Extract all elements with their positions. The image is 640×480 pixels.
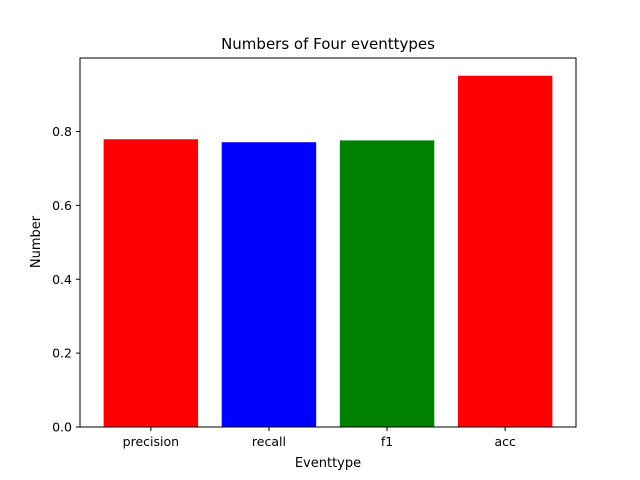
y-tick-label-1: 0.2 [52,346,72,361]
chart-title: Numbers of Four eventtypes [221,35,435,53]
bars-group [103,75,553,427]
x-axis-label: Eventtype [295,456,361,471]
y-tick-label-0: 0.0 [52,420,72,435]
y-axis-label: Number [29,215,44,268]
bar-acc [457,75,553,427]
plot-frame [79,57,577,428]
y-tick-label-4: 0.8 [52,124,72,139]
y-tick-label-2: 0.4 [52,272,72,287]
x-tick-label-precision: precision [123,434,179,449]
y-axis-ticks: 0.0 0.2 0.4 0.6 0.8 [52,124,80,435]
bar-f1 [339,140,435,427]
x-tick-label-f1: f1 [381,434,393,449]
x-axis-ticks: precision recall f1 acc [123,427,516,449]
bar-recall [221,142,317,427]
x-tick-label-acc: acc [494,434,516,449]
bar-precision [103,139,199,427]
x-tick-label-recall: recall [252,434,286,449]
y-tick-label-3: 0.6 [52,198,72,213]
